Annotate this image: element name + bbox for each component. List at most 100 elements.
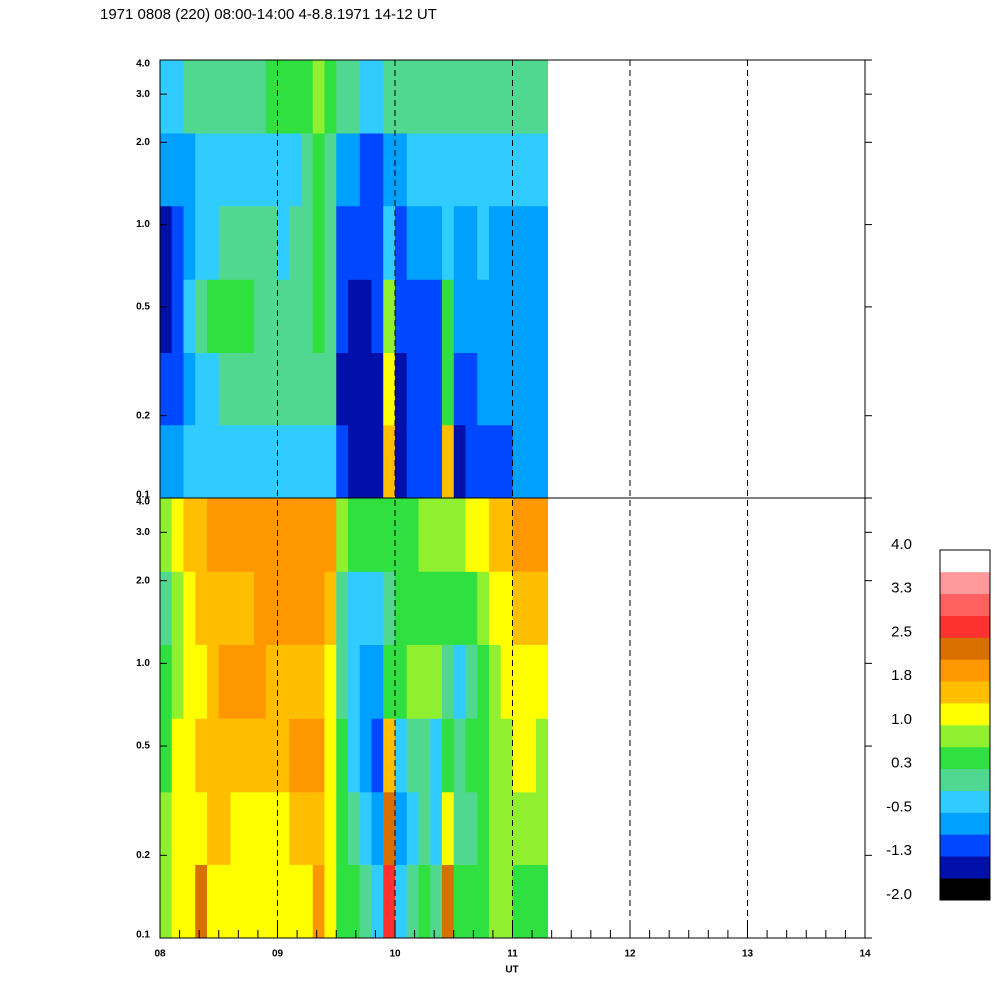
heatmap-cell [371,352,384,426]
heatmap-cell [500,279,513,353]
heatmap-cell [171,133,184,207]
colorbar-tick-label: 3.3 [891,580,912,597]
colorbar-swatch [940,746,990,770]
heatmap-cell [453,352,466,426]
heatmap-cell [406,718,419,793]
heatmap-cell [500,864,513,939]
colorbar-swatch [940,659,990,682]
heatmap-cell [277,792,290,865]
heatmap-cell [324,424,337,499]
heatmap-cell [336,864,349,939]
heatmap-cell [371,498,384,572]
heatmap-cell [348,644,361,719]
heatmap-cell [453,133,466,207]
heatmap-cell [430,205,443,280]
heatmap-cell [277,352,290,426]
heatmap-cell [160,644,173,719]
heatmap-cell [254,498,267,572]
heatmap-cell [442,279,455,353]
heatmap-cell [383,718,396,793]
x-tick-label: 08 [154,949,166,960]
colorbar-swatch [940,725,990,748]
heatmap-cell [277,424,290,499]
heatmap-cell [406,864,419,939]
heatmap-cell [289,205,302,280]
heatmap-cell [359,644,372,719]
heatmap-cell [254,352,267,426]
heatmap-cell [477,279,490,353]
heatmap-cell [395,133,408,207]
x-axis-label: UT [505,965,518,976]
heatmap-cell [536,644,549,719]
heatmap-cell [242,133,255,207]
heatmap-cell [430,792,443,865]
colorbar-swatch [940,593,990,616]
heatmap-cell [395,205,408,280]
heatmap-cell [336,424,349,499]
heatmap-cell [277,718,290,793]
heatmap-cell [489,864,502,939]
heatmap-cell [383,60,396,134]
heatmap-cell [430,279,443,353]
heatmap-cell [160,792,173,865]
heatmap-cell [230,792,243,865]
heatmap-cell [312,644,325,719]
heatmap-cell [383,205,396,280]
heatmap-cell [500,205,513,280]
heatmap-cell [160,279,173,353]
heatmap-cell [465,424,478,499]
heatmap-cell [336,571,349,645]
heatmap-cell [254,718,267,793]
heatmap-cell [242,60,255,134]
heatmap-cell [183,60,196,134]
heatmap-cell [453,205,466,280]
y-tick-label: 2.0 [136,137,150,148]
heatmap-cell [512,60,525,134]
heatmap-cell [336,205,349,280]
heatmap-cell [336,498,349,572]
colorbar-swatch [940,703,990,726]
heatmap-cell [465,792,478,865]
heatmap-cell [536,205,549,280]
heatmap-cell [277,205,290,280]
heatmap-cell [336,279,349,353]
heatmap-cell [324,60,337,134]
heatmap-cell [489,498,502,572]
heatmap-cell [371,571,384,645]
heatmap-cell [406,352,419,426]
heatmap-cell [489,571,502,645]
heatmap-cell [160,60,173,134]
heatmap-cell [277,60,290,134]
heatmap-cell [489,205,502,280]
heatmap-cell [230,279,243,353]
heatmap-cell [348,424,361,499]
heatmap-cell [242,205,255,280]
heatmap-cell [254,571,267,645]
heatmap-cell [465,864,478,939]
heatmap-cell [230,644,243,719]
heatmap-cell [195,279,208,353]
heatmap-cell [207,864,220,939]
heatmap-cell [512,644,525,719]
heatmap-cell [524,644,537,719]
heatmap-cell [453,498,466,572]
heatmap-cell [371,424,384,499]
heatmap-cell [442,644,455,719]
heatmap-cell [183,205,196,280]
heatmap-cell [512,864,525,939]
heatmap-cell [312,718,325,793]
colorbar-tick-label: 2.5 [891,623,912,640]
heatmap-cell [371,279,384,353]
heatmap-cell [453,571,466,645]
colorbar-swatch [940,615,990,638]
heatmap-cell [324,498,337,572]
heatmap-cell [171,718,184,793]
heatmap-cell [277,864,290,939]
heatmap-cell [418,792,431,865]
heatmap-cell [430,133,443,207]
colorbar-tick-label: 4.0 [891,536,912,553]
heatmap-cell [289,864,302,939]
heatmap-cell [536,424,549,499]
heatmap-cell [500,718,513,793]
heatmap-cell [465,60,478,134]
